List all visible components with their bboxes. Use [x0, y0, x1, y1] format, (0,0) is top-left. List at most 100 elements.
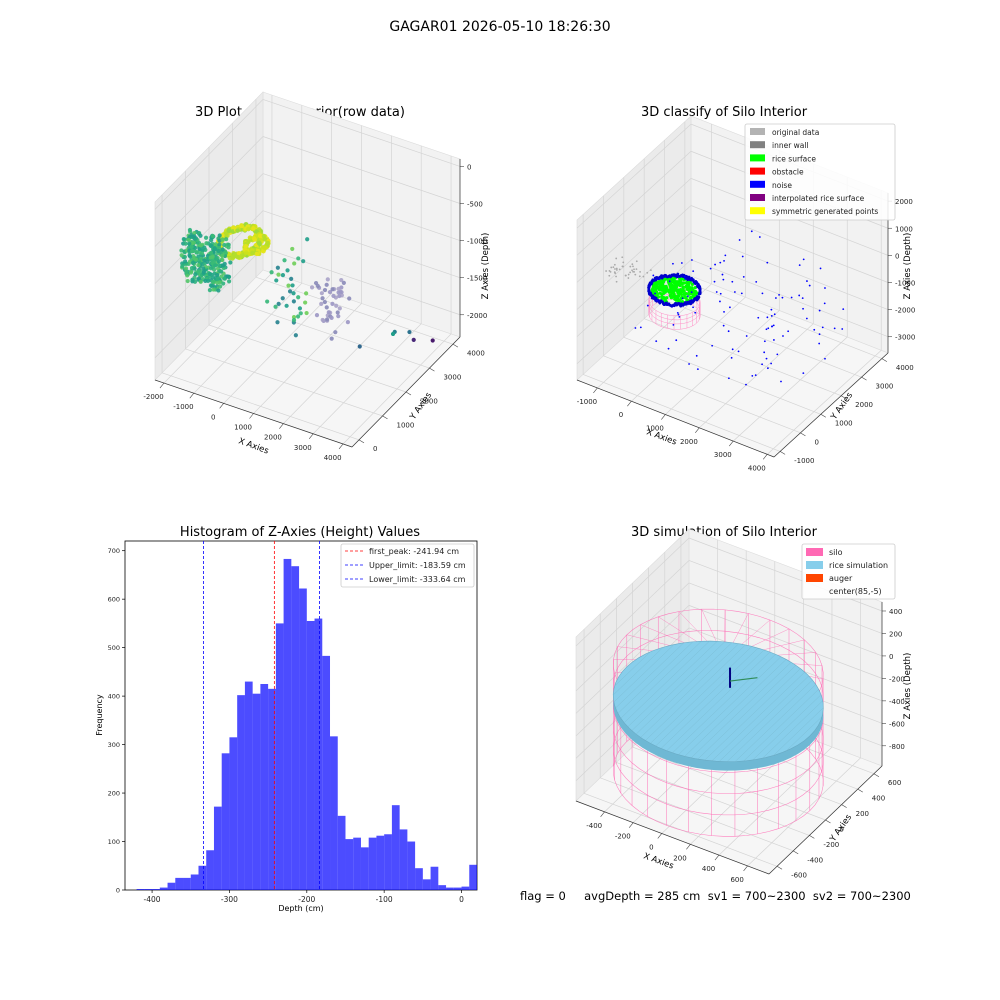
simulation-rice-mesh [617, 641, 694, 714]
raw-point [219, 274, 224, 279]
raw-point [217, 238, 222, 243]
histogram-bar [206, 850, 214, 890]
classify-original-point [614, 268, 616, 270]
classify-noise-point [802, 258, 805, 261]
classify-original-point [610, 266, 613, 269]
raw-point [309, 285, 315, 290]
raw-point [203, 235, 209, 240]
raw-point [298, 311, 303, 316]
classify-legend-label: rice surface [772, 154, 816, 163]
classify-legend-swatch [750, 194, 765, 201]
classify-rice-point [680, 288, 684, 292]
histogram-bar [260, 683, 269, 890]
histogram-legend-label: Upper_limit: -183.59 cm [369, 561, 466, 570]
classify-noise-point [684, 278, 687, 280]
x-tick-label: 2000 [264, 434, 282, 442]
histogram-bar [446, 887, 454, 890]
classify-original-point [639, 270, 641, 273]
raw-point [265, 299, 270, 304]
classify-rice-point [669, 294, 673, 298]
classify-noise-point [724, 254, 727, 257]
raw-point [205, 259, 210, 264]
classify-noise-point [771, 325, 773, 328]
raw-point [324, 282, 329, 287]
simulation-rice-mesh [635, 642, 732, 735]
classify-noise-point [714, 263, 716, 266]
histogram-bar [152, 889, 160, 890]
raw-point [198, 243, 203, 248]
raw-point [183, 241, 188, 246]
raw-point [324, 317, 330, 322]
classify-original-point [629, 265, 632, 268]
x-tick [762, 454, 768, 460]
histogram-legend-box [340, 543, 475, 588]
classify-rice-point [657, 288, 662, 292]
classify-noise-point [758, 236, 761, 238]
raw-point [330, 301, 335, 306]
classify-noise-point [737, 350, 740, 353]
classify-silo-ring [648, 294, 701, 325]
histogram-bar [144, 889, 153, 890]
raw-point [217, 233, 222, 238]
y-axis-line [768, 765, 883, 875]
y-axis-line [773, 352, 889, 458]
raw-point [254, 251, 260, 257]
classify-noise-point [723, 259, 725, 262]
x-tick-label: 4000 [748, 464, 766, 472]
classify-rice-point [693, 285, 697, 290]
histogram-y-tick-label: 600 [108, 596, 120, 604]
classify-noise-point [730, 356, 733, 359]
classify-original-point [635, 268, 638, 271]
x-tick-label: 4000 [324, 454, 342, 462]
classify-noise-point [680, 262, 683, 264]
histogram-bar [376, 835, 385, 890]
histogram-bar [229, 737, 238, 890]
x-tick [279, 423, 284, 429]
raw-point [239, 253, 245, 258]
raw-point [189, 265, 195, 271]
simulation-rice-mesh [645, 644, 746, 741]
z-gridline [575, 560, 690, 669]
raw-point [216, 259, 221, 264]
raw-point [257, 233, 263, 239]
z-gridline [575, 582, 690, 692]
classify-noise-point [677, 313, 680, 316]
simulation-rice-mesh [650, 646, 752, 744]
classify-noise-point [818, 342, 821, 345]
z-tick-label: 0 [895, 252, 899, 260]
simulation-y-axis-label: Y Axies [828, 812, 855, 844]
classify-wall-point [658, 301, 662, 305]
classify-noise-point [765, 357, 768, 360]
simulation-legend-box [801, 543, 896, 600]
z-tick-label: -800 [889, 743, 905, 751]
x-tick [159, 382, 165, 389]
raw-point [224, 237, 229, 242]
raw-point [256, 240, 262, 245]
x-tick-label: 0 [649, 843, 653, 851]
raw-point [179, 248, 184, 253]
z-gridline [690, 232, 889, 310]
histogram-bar [415, 868, 423, 890]
raw-point [291, 299, 296, 304]
raw-point [193, 245, 198, 250]
histogram-bar [283, 558, 292, 890]
raw-point [183, 259, 188, 264]
y-tick [405, 391, 412, 396]
simulation-rice-mesh [613, 647, 664, 696]
raw-point [184, 270, 189, 275]
raw-point [337, 306, 342, 311]
histogram-x-axis-label: Depth (cm) [278, 904, 323, 913]
raw-point [291, 291, 296, 296]
z-gridline [154, 99, 264, 210]
classify-noise-point [823, 302, 826, 305]
z-tick-label: 200 [889, 630, 902, 638]
classify-rice-point [671, 287, 676, 291]
classify-rice-point [689, 287, 693, 291]
histogram-y-tick-label: 300 [108, 741, 120, 749]
classify-rice-point [677, 298, 681, 302]
histogram-bar [159, 887, 168, 890]
x-tick [249, 413, 254, 419]
raw-point [280, 273, 286, 278]
x-tick-label: -1000 [577, 398, 597, 406]
classify-noise-point [767, 327, 770, 330]
